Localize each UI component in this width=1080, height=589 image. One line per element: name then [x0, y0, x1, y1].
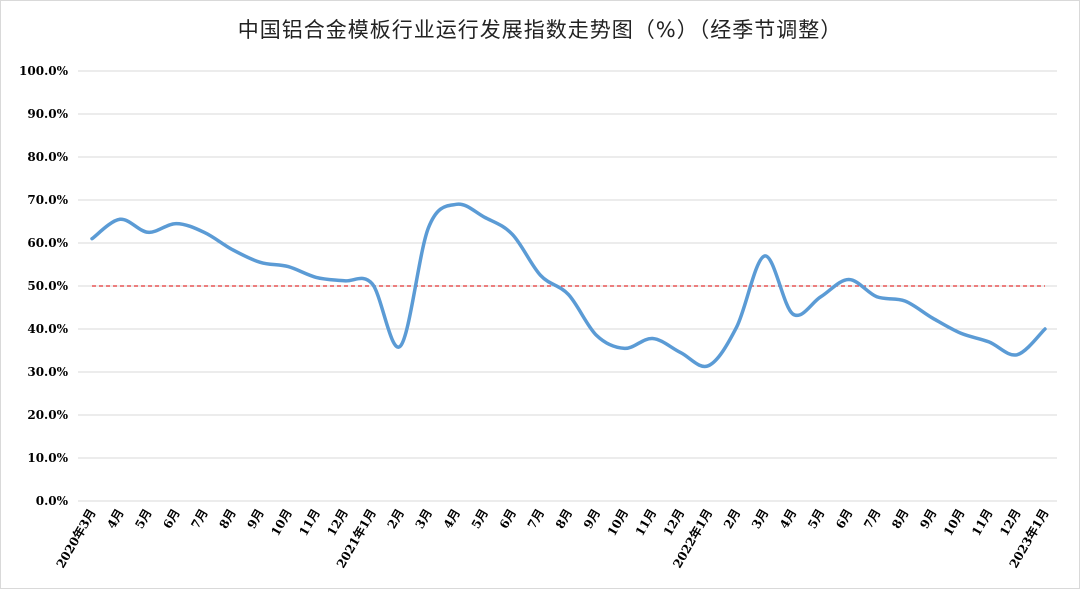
x-tick-label: 6月: [833, 507, 855, 532]
y-tick-label: 50.0%: [27, 279, 68, 293]
x-tick-label: 2月: [385, 507, 407, 532]
x-tick-label: 3月: [413, 507, 435, 532]
x-tick-label: 7月: [525, 507, 547, 532]
x-tick-label: 11月: [296, 507, 322, 539]
y-tick-label: 100.0%: [19, 64, 69, 78]
y-tick-label: 80.0%: [27, 150, 68, 164]
x-tick-label: 10月: [268, 507, 294, 539]
x-tick-label: 4月: [104, 507, 126, 532]
x-tick-label: 7月: [188, 507, 210, 532]
x-tick-label: 8月: [889, 507, 911, 532]
x-tick-label: 11月: [969, 507, 995, 539]
y-tick-label: 40.0%: [27, 322, 68, 336]
x-tick-label: 4月: [777, 507, 799, 532]
x-tick-label: 6月: [160, 507, 182, 532]
x-tick-label: 12月: [661, 507, 687, 539]
chart-title: 中国铝合金模板行业运行发展指数走势图（%）（经季节调整）: [237, 18, 843, 42]
x-tick-label: 3月: [749, 507, 771, 532]
x-tick-label: 12月: [324, 507, 350, 539]
x-tick-label: 6月: [497, 507, 519, 532]
x-tick-label: 10月: [605, 507, 631, 539]
y-tick-label: 30.0%: [27, 365, 68, 379]
x-tick-label: 9月: [581, 507, 603, 532]
y-tick-label: 60.0%: [27, 236, 68, 250]
x-tick-label: 2月: [721, 507, 743, 532]
gridlines: [78, 70, 1057, 502]
y-tick-label: 0.0%: [36, 494, 69, 508]
y-tick-label: 20.0%: [27, 408, 68, 422]
x-tick-label: 10月: [941, 507, 967, 539]
y-axis-tick-labels: 0.0% 10.0% 20.0% 30.0% 40.0% 50.0% 60.0% 70.0% 8…: [19, 64, 69, 508]
x-tick-label: 4月: [441, 507, 463, 532]
x-tick-label: 5月: [132, 507, 154, 532]
y-tick-label: 70.0%: [27, 193, 68, 207]
x-tick-label: 2020年3月: [53, 506, 99, 570]
x-tick-label: 7月: [861, 507, 883, 532]
x-tick-label: 8月: [216, 507, 238, 532]
y-tick-label: 90.0%: [27, 107, 68, 121]
x-tick-label: 9月: [244, 507, 266, 532]
x-tick-label: 12月: [997, 507, 1023, 539]
x-tick-label: 5月: [469, 507, 491, 532]
series-layer: [90, 202, 1047, 369]
y-tick-label: 10.0%: [27, 451, 68, 465]
x-tick-label: 11月: [633, 507, 659, 539]
x-tick-label: 5月: [805, 507, 827, 532]
x-tick-label: 9月: [917, 507, 939, 532]
series-line: [90, 202, 1047, 369]
x-tick-label: 8月: [553, 507, 575, 532]
